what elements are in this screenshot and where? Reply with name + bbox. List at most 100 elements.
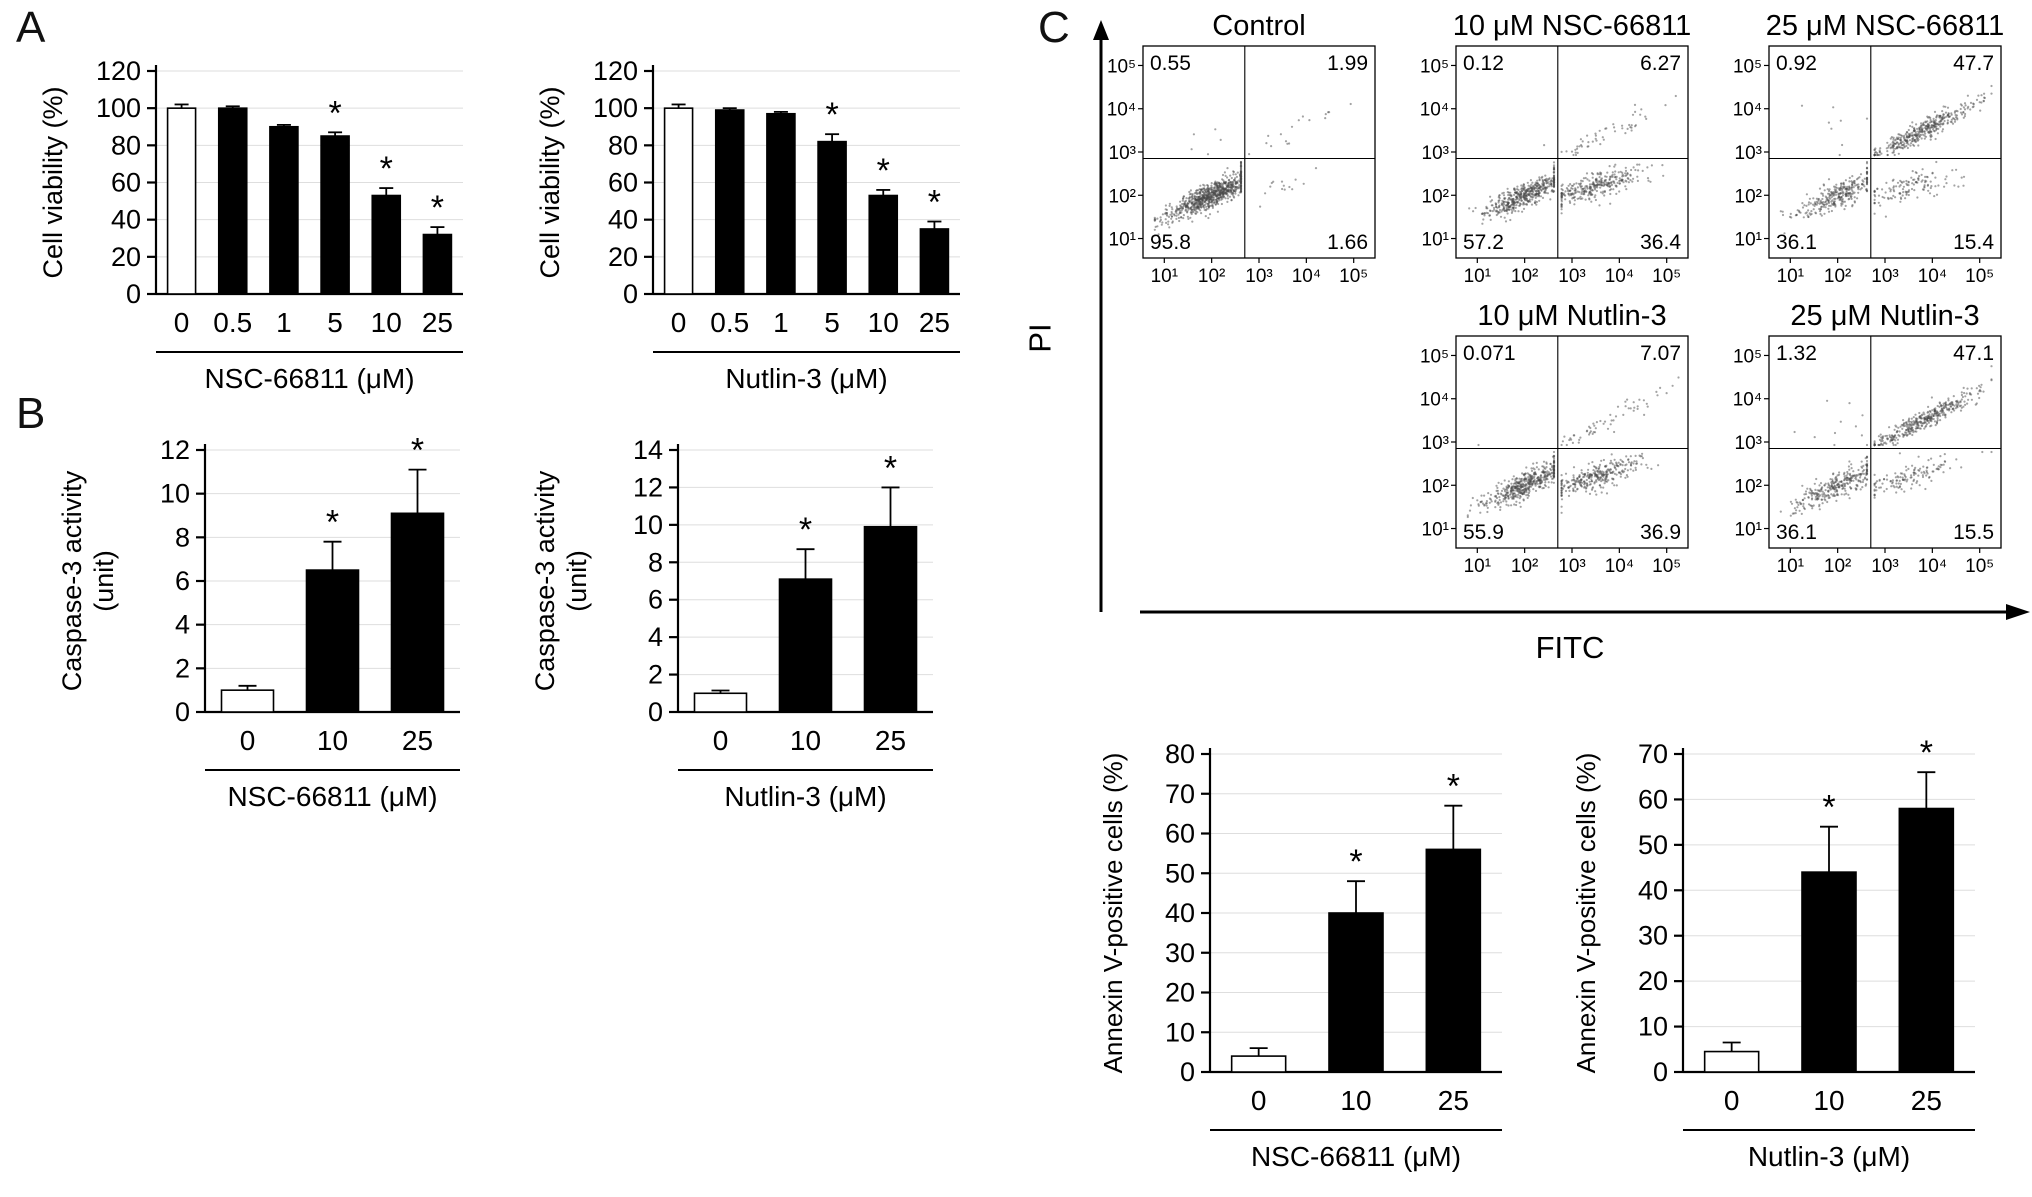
y-tick-label: 10⁴ (1420, 100, 1449, 121)
x-tick-label: 10³ (1558, 266, 1585, 287)
quadrant-percentage: 0.071 (1463, 342, 1516, 365)
panel-label-c: C (1038, 3, 1070, 52)
category-label: 0.5 (710, 307, 749, 338)
y-tick-label: 10⁵ (1420, 56, 1449, 77)
bar (766, 112, 796, 295)
y-tick-label: 100 (593, 93, 638, 123)
category-label: 25 (875, 725, 906, 756)
y-tick-label: 60 (608, 168, 638, 198)
y-tick-label: 8 (175, 522, 190, 552)
panel-label-b: B (16, 389, 46, 438)
category-label: 0 (671, 307, 687, 338)
y-axis-title: Caspase-3 activity (530, 470, 560, 691)
flow-panel-nutlin-25: 25 μM Nutlin-3 10¹ 10¹ 10² 10² 10³ 10³ 10⁴ 10⁴ 1… (1711, 300, 2011, 584)
y-tick-label: 6 (648, 585, 663, 615)
bar-chart-svg: 0 2 4 6 8 10 12 14 0 * 10 * 25 Nutlin-3 (μM) Caspase-3… (530, 435, 933, 812)
category-label: 25 (1911, 1085, 1942, 1116)
y-tick-label: 10⁴ (1420, 390, 1449, 411)
y-tick-label: 20 (111, 242, 141, 272)
y-tick-label: 8 (648, 547, 663, 577)
flow-plot: 10¹ 10¹ 10² 10² 10³ 10³ 10⁴ 10⁴ 10⁵ 10⁵ 0.92 47.7 36… (1711, 44, 2011, 299)
x-tick-label: 10⁴ (1605, 266, 1634, 287)
chart-annexin-nsc: 0 10 20 30 40 50 60 70 80 0 * 10 * 25 NSC-66811 (μM) An… (1092, 712, 1532, 1192)
y-tick-label: 10⁵ (1107, 56, 1136, 77)
y-tick-label: 10⁴ (1733, 100, 1762, 121)
x-tick-label: 10⁵ (1339, 266, 1368, 287)
x-tick-label: 10¹ (1151, 266, 1178, 287)
bar (1898, 807, 1955, 1073)
y-axis-title: (unit) (562, 550, 592, 612)
quadrant-percentage: 0.92 (1776, 52, 1817, 75)
bar-chart-svg: 0 20 40 60 80 100 120 0 0.5 1 * 5 * 10 * 25 NSC-66811 (μ… (38, 56, 463, 394)
chart-annexin-nutlin: 0 10 20 30 40 50 60 70 0 * 10 * 25 Nutlin-3 (μM) Annex… (1565, 712, 2005, 1192)
quadrant-percentage: 1.32 (1776, 342, 1817, 365)
y-tick-label: 10³ (1422, 143, 1449, 164)
flow-panel-nutlin-10: 10 μM Nutlin-3 10¹ 10¹ 10² 10² 10³ 10³ 10⁴ 10⁴ 1… (1398, 300, 1698, 584)
quadrant-percentage: 1.99 (1327, 52, 1368, 75)
significance-star: * (799, 511, 812, 549)
y-tick-label: 50 (1638, 830, 1668, 860)
category-label: 10 (868, 307, 899, 338)
category-label: 25 (919, 307, 950, 338)
bar-chart-svg: 0 20 40 60 80 100 120 0 0.5 1 * 5 * 10 * 25 Nutlin-3 (μM… (535, 56, 960, 394)
y-tick-label: 10 (1638, 1012, 1668, 1042)
y-tick-label: 30 (1638, 921, 1668, 951)
y-tick-label: 10⁵ (1733, 56, 1762, 77)
y-tick-label: 40 (111, 205, 141, 235)
bar (868, 194, 899, 295)
significance-star: * (431, 189, 444, 227)
scatter-dots (1468, 94, 1677, 225)
panel-label-a: A (16, 3, 46, 52)
flow-x-axis-label: FITC (1535, 630, 1605, 665)
quadrant-percentage: 57.2 (1463, 231, 1504, 254)
y-tick-label: 0 (126, 279, 141, 309)
bar (663, 107, 694, 295)
category-label: 1 (773, 307, 789, 338)
bar (1703, 1050, 1760, 1073)
x-tick-label: 10⁴ (1605, 556, 1634, 577)
scatter-dots (1779, 84, 1993, 235)
y-axis-title: Cell viability (%) (38, 86, 68, 278)
x-tick-label: 10³ (1871, 556, 1898, 577)
y-axis-title: (unit) (89, 550, 119, 612)
significance-star: * (825, 96, 838, 134)
y-tick-label: 2 (175, 653, 190, 683)
y-tick-label: 10 (1165, 1017, 1195, 1047)
pi-axis-arrow (1093, 20, 1109, 612)
quadrant-percentage: 6.27 (1640, 52, 1681, 75)
y-tick-label: 70 (1638, 739, 1668, 769)
y-tick-label: 10³ (1109, 143, 1136, 164)
x-tick-label: 10² (1511, 556, 1538, 577)
quadrant-percentage: 55.9 (1463, 521, 1504, 544)
bar (371, 194, 402, 295)
chart-cell-viability-nsc: 0 20 40 60 80 100 120 0 0.5 1 * 5 * 10 * 25 NSC-66811 (μ… (28, 26, 488, 406)
bar (422, 233, 453, 295)
flow-plot: 10¹ 10¹ 10² 10² 10³ 10³ 10⁴ 10⁴ 10⁵ 10⁵ 0.55 1.99 95… (1085, 44, 1385, 299)
y-tick-label: 10² (1735, 186, 1762, 207)
x-tick-label: 10² (1198, 266, 1225, 287)
flow-panel-nsc-10: 10 μM NSC-66811 10¹ 10¹ 10² 10² 10³ 10³ 10⁴ 10⁴… (1398, 10, 1698, 294)
x-tick-label: 10² (1824, 556, 1851, 577)
x-axis-title: NSC-66811 (μM) (1251, 1141, 1461, 1172)
category-label: 0 (240, 725, 256, 756)
quadrant-percentage: 7.07 (1640, 342, 1681, 365)
category-label: 0 (713, 725, 729, 756)
y-tick-label: 10 (160, 479, 190, 509)
x-tick-label: 10² (1511, 266, 1538, 287)
significance-star: * (326, 504, 339, 542)
y-tick-label: 10³ (1735, 433, 1762, 454)
flow-cytometry-svg: 10¹ 10¹ 10² 10² 10³ 10³ 10⁴ 10⁴ 10⁵ 10⁵ 0.55 1.99 95… (1107, 45, 1376, 287)
quadrant-percentage: 95.8 (1150, 231, 1191, 254)
x-tick-label: 10⁴ (1292, 266, 1321, 287)
scatter-dots (1779, 365, 1993, 517)
significance-star: * (928, 184, 941, 222)
y-tick-label: 10⁵ (1733, 346, 1762, 367)
category-label: 10 (790, 725, 821, 756)
category-label: 25 (1438, 1085, 1469, 1116)
y-tick-label: 20 (1165, 978, 1195, 1008)
y-axis-title: Caspase-3 activity (57, 470, 87, 691)
y-tick-label: 4 (648, 622, 663, 652)
y-tick-label: 120 (593, 56, 638, 86)
x-axis-title: NSC-66811 (μM) (204, 363, 414, 394)
